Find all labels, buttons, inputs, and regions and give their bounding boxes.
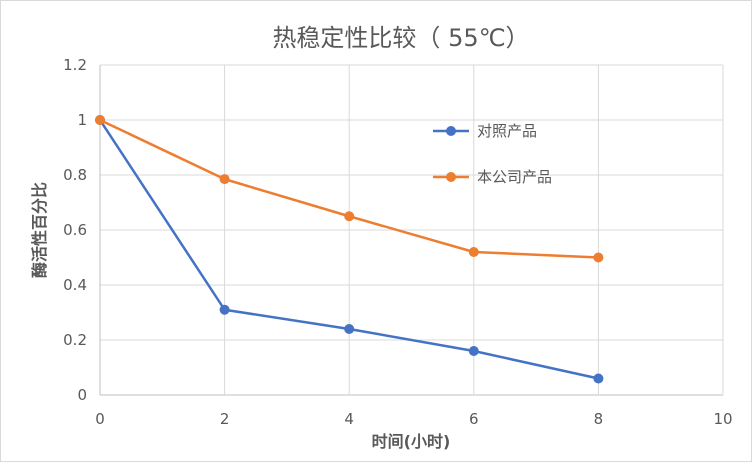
series-2 [95, 115, 604, 263]
x-tick-label: 6 [469, 410, 479, 428]
data-point [344, 211, 355, 222]
legend-item: 对照产品 [433, 122, 537, 140]
x-axis-title: 时间(小时) [372, 432, 451, 451]
x-tick-label: 4 [344, 410, 354, 428]
data-point [344, 324, 355, 334]
y-axis-title: 酶活性百分比 [30, 182, 49, 278]
y-tick-label: 1 [77, 111, 87, 129]
data-point [593, 373, 604, 384]
series-1 [95, 115, 604, 384]
data-series [95, 115, 604, 384]
gridlines [99, 64, 724, 396]
x-tick-label: 0 [95, 410, 105, 428]
legend-item: 本公司产品 [433, 168, 552, 186]
data-point [219, 304, 230, 315]
x-tick-labels: 0 2 4 6 8 10 [95, 410, 732, 428]
x-tick-label: 2 [220, 410, 230, 428]
legend-label: 本公司产品 [477, 168, 552, 186]
x-tick-label: 8 [594, 410, 604, 428]
x-tick-label: 10 [713, 410, 732, 428]
chart-title: 热稳定性比较（ 55℃） [272, 24, 529, 52]
legend-label: 对照产品 [477, 122, 537, 140]
data-point [593, 252, 604, 263]
y-tick-label: 0.6 [63, 221, 87, 239]
data-point [468, 346, 479, 356]
y-tick-label: 0.2 [63, 331, 87, 349]
y-tick-label: 0 [77, 386, 87, 404]
y-tick-label: 1.2 [63, 56, 87, 74]
data-point [468, 247, 479, 257]
y-tick-label: 0.8 [63, 166, 87, 184]
legend-marker [446, 126, 456, 136]
legend-marker [446, 172, 456, 182]
data-point [219, 174, 230, 185]
y-tick-labels: 0 0.2 0.4 0.6 0.8 1 1.2 [63, 56, 87, 404]
data-point [95, 115, 105, 125]
y-tick-label: 0.4 [63, 276, 87, 294]
